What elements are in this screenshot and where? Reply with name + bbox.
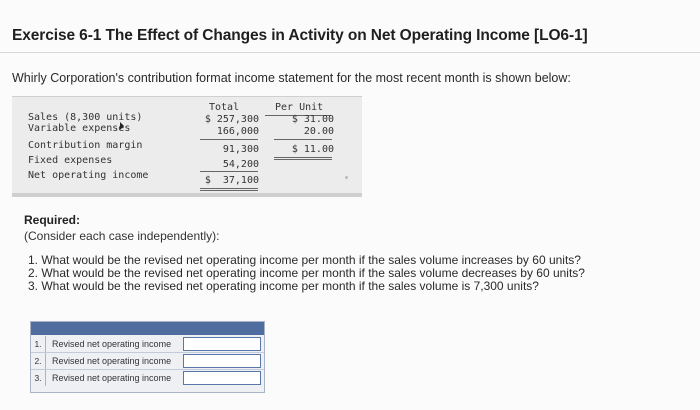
answer-row: 3. Revised net operating income xyxy=(31,370,264,387)
answer-input-3[interactable] xyxy=(183,371,261,385)
header-per-unit: Per Unit xyxy=(275,102,324,113)
total-underline xyxy=(200,139,258,140)
row-label: Fixed expenses xyxy=(28,155,113,166)
answer-label: Revised net operating income xyxy=(52,356,172,366)
header-total: Total xyxy=(209,102,240,113)
row-total: 166,000 xyxy=(216,126,259,137)
per-unit-double-underline xyxy=(274,157,332,158)
page-title: Exercise 6-1 The Effect of Changes in Ac… xyxy=(12,27,588,44)
row-label: Sales (8,300 units) xyxy=(28,112,143,123)
answer-label: Revised net operating income xyxy=(52,373,172,383)
row-total: 91,300 xyxy=(222,144,259,155)
net-double-underline-2 xyxy=(200,190,258,191)
answer-row: 2. Revised net operating income xyxy=(31,353,264,370)
row-separator xyxy=(31,369,264,370)
mouse-cursor-icon xyxy=(120,122,124,130)
row-total: 54,200 xyxy=(222,159,259,170)
question-2: 2. What would be the revised net operati… xyxy=(28,266,585,280)
answer-input-1[interactable] xyxy=(183,337,261,351)
row-label: Net operating income xyxy=(28,170,149,181)
fixed-underline xyxy=(200,171,258,172)
required-label: Required: xyxy=(24,213,81,227)
answer-label: Revised net operating income xyxy=(52,339,172,349)
statement-scrollbar[interactable] xyxy=(12,193,362,197)
row-label: Contribution margin xyxy=(28,140,143,151)
row-total: $ 257,300 xyxy=(204,114,259,125)
net-double-underline xyxy=(200,188,258,189)
per-unit-double-underline-2 xyxy=(274,159,332,160)
row-per-unit: $ 11.00 xyxy=(291,144,334,155)
row-per-unit: $ 31.00 xyxy=(291,114,334,125)
row-total: $ 37,100 xyxy=(204,175,259,186)
question-3: 3. What would be the revised net operati… xyxy=(28,279,539,293)
answer-number: 3. xyxy=(31,370,46,386)
required-sub: (Consider each case independently): xyxy=(24,229,220,243)
row-separator xyxy=(31,352,264,353)
answer-input-2[interactable] xyxy=(183,354,261,368)
answer-table-header xyxy=(31,322,264,335)
question-1: 1. What would be the revised net operati… xyxy=(28,253,581,267)
header-underline xyxy=(265,115,331,116)
answer-number: 2. xyxy=(31,353,46,369)
title-divider xyxy=(0,52,700,53)
stray-dot xyxy=(345,176,348,179)
answer-row: 1. Revised net operating income xyxy=(31,336,264,353)
income-statement: Total Per Unit Sales (8,300 units) $ 257… xyxy=(12,96,362,197)
answer-table: 1. Revised net operating income 2. Revis… xyxy=(30,321,265,393)
row-per-unit: 20.00 xyxy=(303,126,334,137)
answer-number: 1. xyxy=(31,336,46,352)
intro-text: Whirly Corporation's contribution format… xyxy=(12,71,571,85)
per-unit-underline xyxy=(274,139,332,140)
row-label: Variable expenses xyxy=(28,123,131,134)
